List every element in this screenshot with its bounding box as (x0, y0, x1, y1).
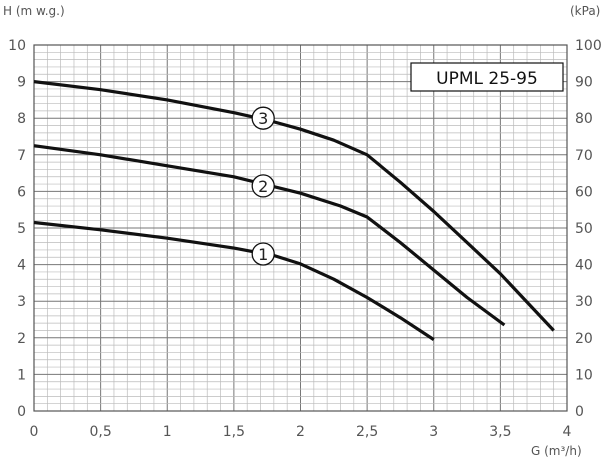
model-name: UPML 25-95 (436, 69, 538, 89)
x-tick-label: 3 (429, 424, 438, 440)
curve-label-2: 2 (258, 177, 268, 196)
y-right-tick-label: 100 (575, 38, 602, 54)
curve-label-circle (251, 242, 275, 266)
x-tick-label: 2 (296, 424, 305, 440)
curve-labels: 1 2 3 (251, 106, 275, 266)
y-axis-right-label: (kPa) (570, 4, 600, 18)
y-right-tick-label: 50 (575, 221, 593, 237)
y-right-tick-label: 20 (575, 331, 593, 347)
y-left-tick-label: 1 (17, 367, 26, 383)
x-tick-label: 1,5 (223, 424, 245, 440)
x-tick-label: 0 (30, 424, 39, 440)
y-left-tick-label: 9 (17, 75, 26, 91)
curve-label-3: 3 (258, 109, 268, 128)
curve-1 (33, 220, 435, 341)
y-left-tick-label: 3 (17, 294, 26, 310)
x-tick-labels: 0 0,5 1 1,5 2 2,5 3 3,5 4 (30, 424, 572, 440)
y-axis-left-label: H (m w.g.) (3, 4, 65, 18)
x-tick-label: 4 (563, 424, 572, 440)
y-right-tick-label: 30 (575, 294, 593, 310)
y-right-tick-label: 90 (575, 75, 593, 91)
y-left-tick-label: 6 (17, 184, 26, 200)
model-box: UPML 25-95 (410, 62, 564, 92)
plot-frame (33, 44, 568, 412)
curve-2 (33, 144, 506, 327)
y-right-tick-labels: 0 10 20 30 40 50 60 70 80 90 100 (575, 38, 602, 420)
y-left-tick-label: 7 (17, 148, 26, 164)
y-right-tick-label: 0 (575, 404, 584, 420)
y-right-tick-label: 60 (575, 184, 593, 200)
y-left-tick-label: 5 (17, 221, 26, 237)
x-tick-label: 1 (163, 424, 172, 440)
y-left-tick-label: 4 (17, 258, 26, 274)
y-right-tick-label: 80 (575, 111, 593, 127)
curve-label-circle (251, 106, 275, 130)
y-left-tick-label: 8 (17, 111, 26, 127)
pump-curves (33, 80, 555, 341)
x-tick-label: 3,5 (489, 424, 511, 440)
x-tick-label: 0,5 (89, 424, 111, 440)
y-left-tick-labels: 0 1 2 3 4 5 6 7 8 9 10 (8, 38, 26, 420)
y-left-tick-label: 10 (8, 38, 26, 54)
y-left-tick-label: 2 (17, 331, 26, 347)
y-right-tick-label: 10 (575, 367, 593, 383)
curve-label-circle (251, 174, 275, 198)
y-left-tick-label: 0 (17, 404, 26, 420)
x-axis-label: G (m³/h) (531, 444, 582, 458)
curve-label-1: 1 (258, 245, 268, 264)
x-tick-label: 2,5 (356, 424, 378, 440)
chart-grid (33, 44, 568, 412)
y-right-tick-label: 70 (575, 148, 593, 164)
model-box-frame (410, 62, 564, 92)
curve-3 (33, 80, 555, 332)
y-right-tick-label: 40 (575, 258, 593, 274)
